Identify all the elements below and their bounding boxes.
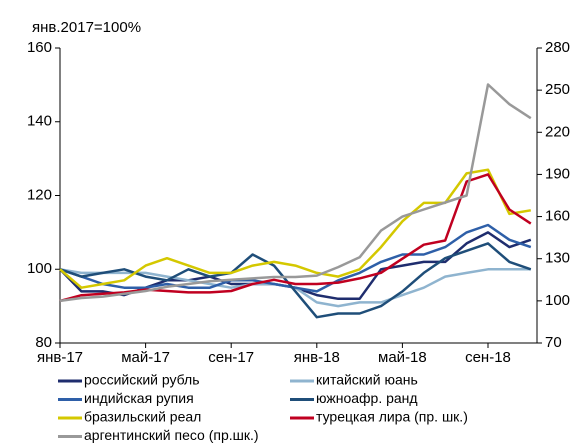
series-line <box>59 223 532 293</box>
y2-tick-label: 160 <box>545 208 570 225</box>
y-tick-label: 140 <box>27 113 52 130</box>
legend-label: российский рубль <box>84 372 200 388</box>
y2-tick-label: 70 <box>545 334 562 351</box>
y-tick-label: 160 <box>27 39 52 56</box>
legend-label: бразильский реал <box>84 409 201 425</box>
x-tick-label: янв-18 <box>294 349 340 366</box>
x-tick-label: май-17 <box>121 349 170 366</box>
y-tick-label: 100 <box>27 260 52 277</box>
y2-tick-label: 220 <box>545 123 570 140</box>
series-line <box>59 168 532 289</box>
y2-tick-label: 280 <box>545 39 570 56</box>
x-tick-label: сен-18 <box>465 349 511 366</box>
series-line <box>59 83 532 303</box>
legend-label: китайский юань <box>316 372 418 388</box>
series-line <box>59 173 532 303</box>
legend-label: южноафр. ранд <box>316 390 418 406</box>
y2-tick-label: 130 <box>545 250 570 267</box>
legend-label: индийская рупия <box>84 390 194 406</box>
x-tick-label: май-18 <box>378 349 427 366</box>
y-tick-label: 120 <box>27 186 52 203</box>
legend-label: турецкая лира (пр. шк.) <box>316 409 468 425</box>
y-tick-label: 80 <box>35 334 52 351</box>
legend-label: аргентинский песо (пр.шк.) <box>84 427 259 443</box>
y2-tick-label: 190 <box>545 165 570 182</box>
series-line <box>59 242 532 319</box>
y2-tick-label: 100 <box>545 292 570 309</box>
y2-tick-label: 250 <box>545 81 570 98</box>
x-tick-label: сен-17 <box>208 349 254 366</box>
y-unit-label: янв.2017=100% <box>32 19 141 36</box>
x-tick-label: янв-17 <box>37 349 83 366</box>
